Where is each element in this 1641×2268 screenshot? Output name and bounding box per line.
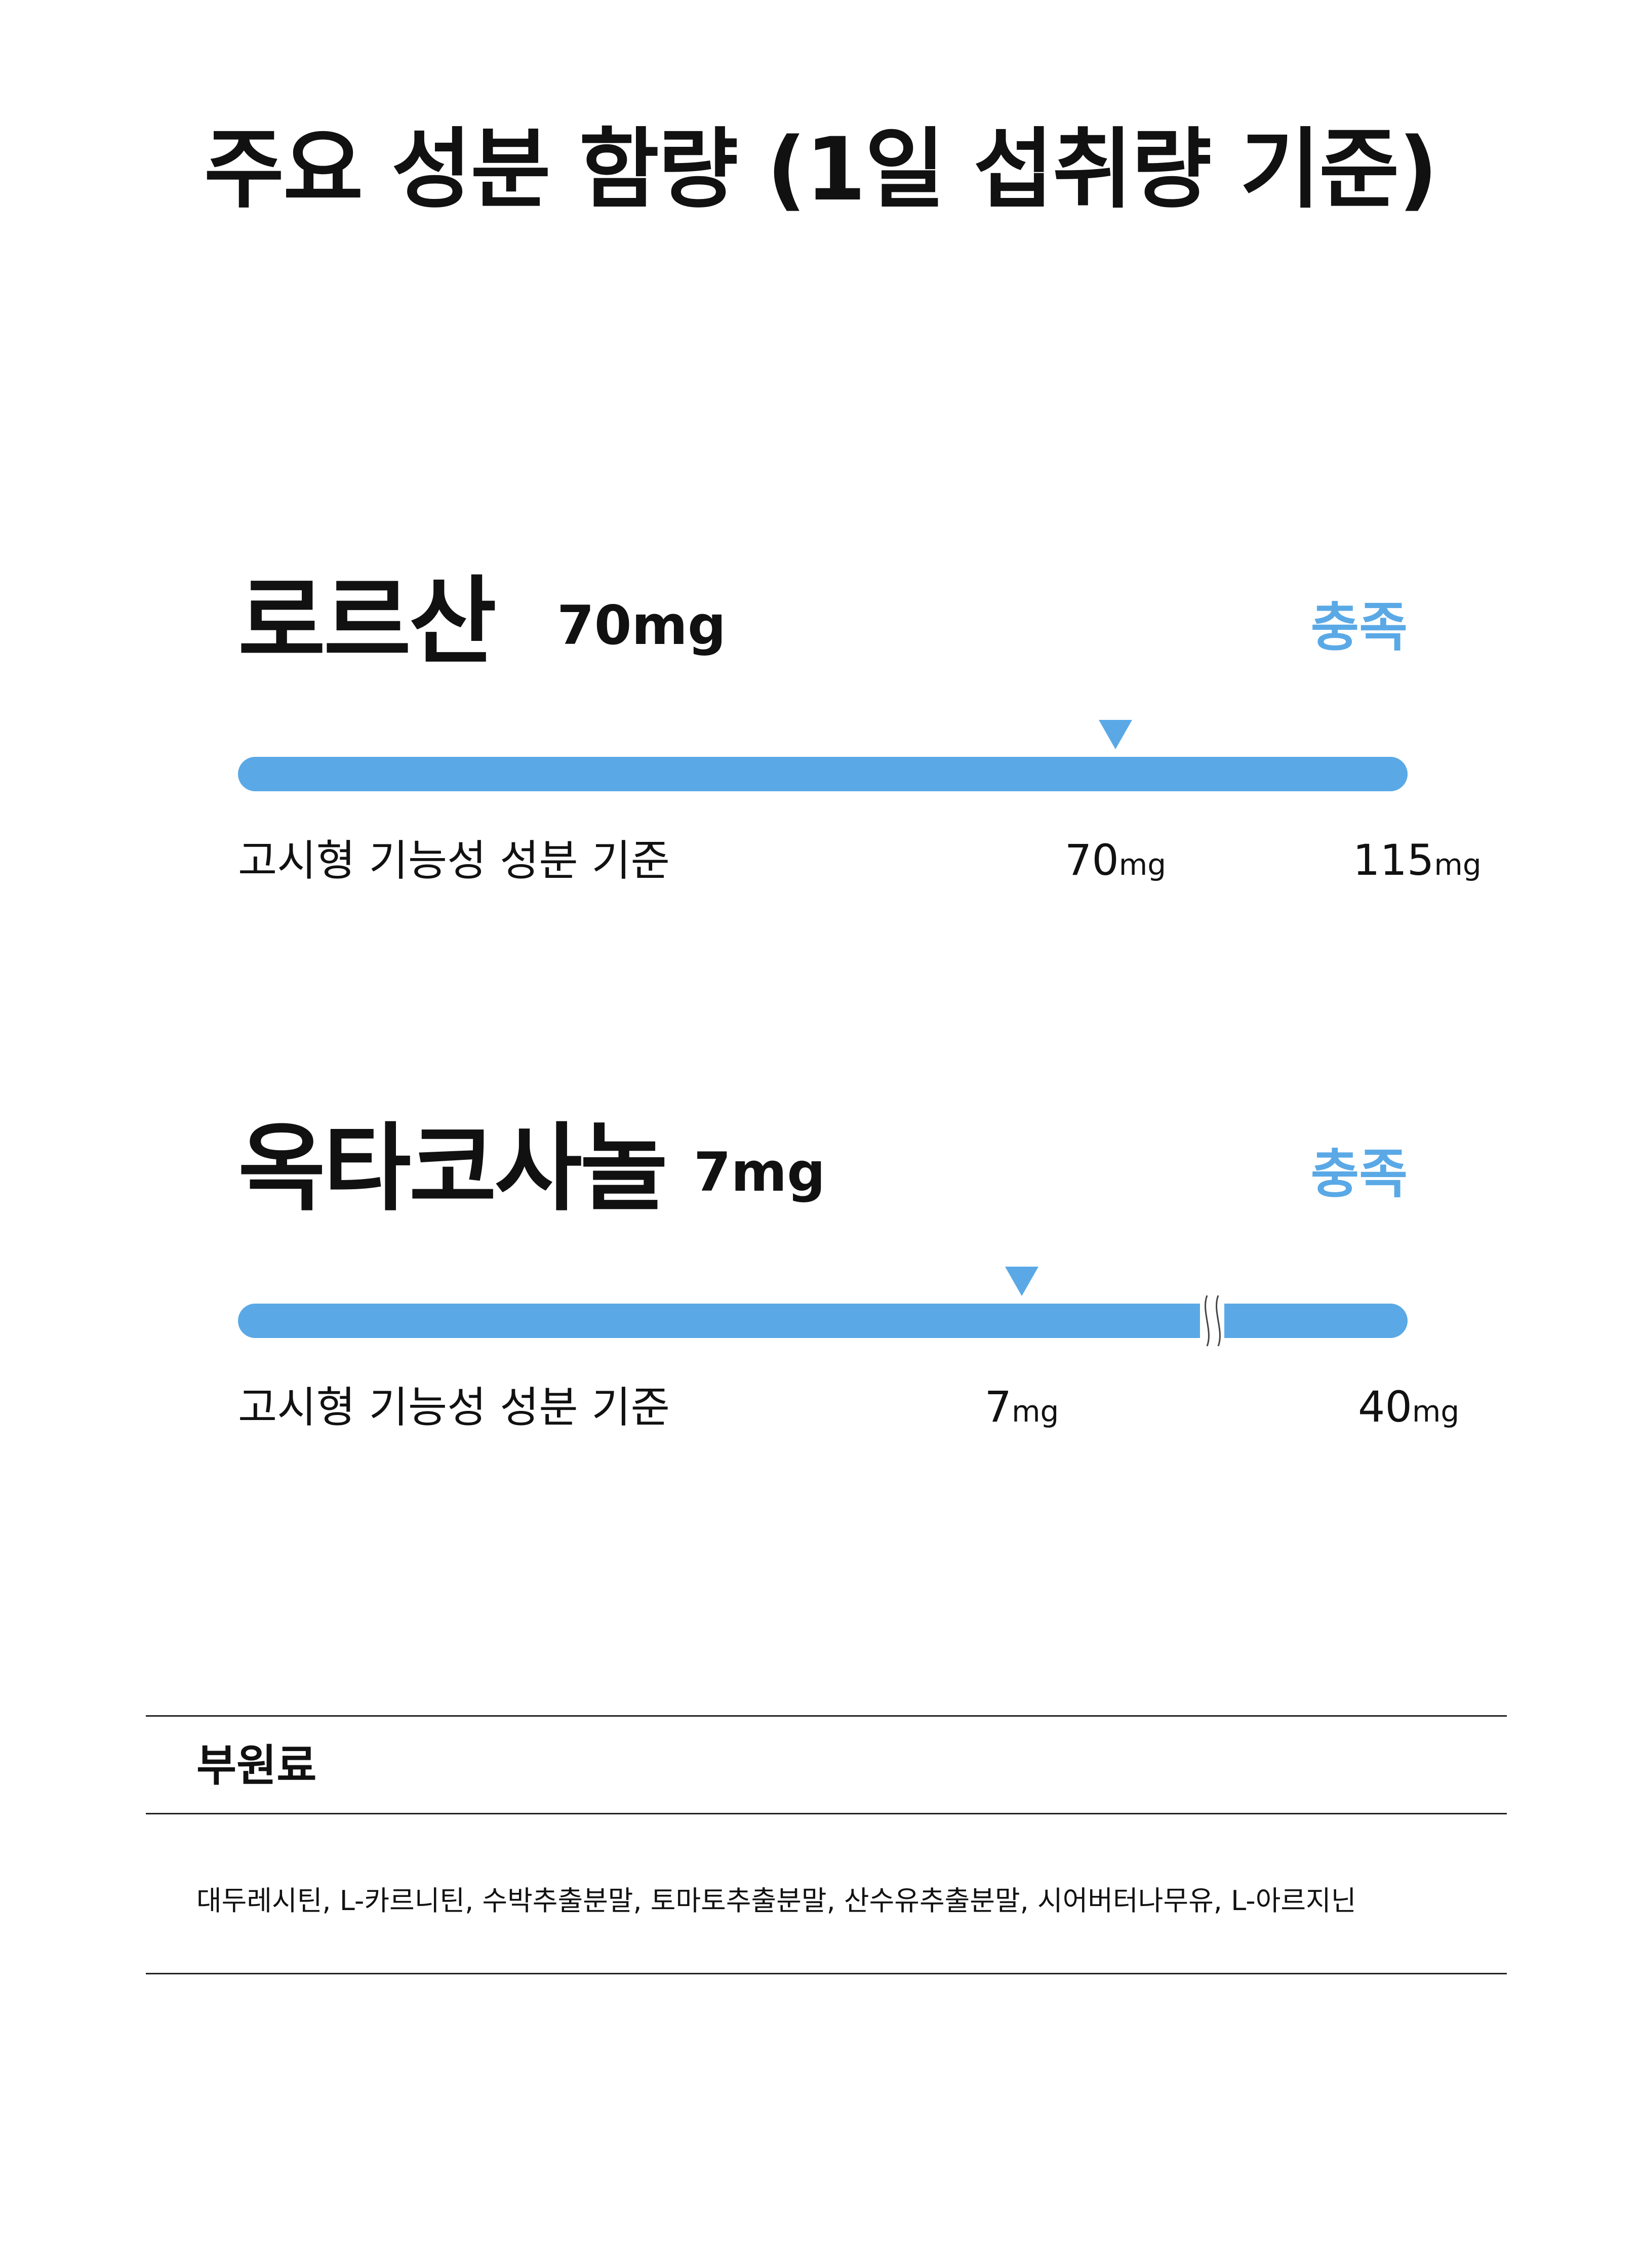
sub-ingredients-title: 부원료 [196,1740,317,1791]
max-value-label: 115mg [1353,835,1482,885]
sub-ingredients-list: 대두레시틴, L-카르니틴, 수박추출분말, 토마토추출분말, 산수유추출분말,… [196,1885,1356,1917]
marker-triangle-icon [1099,720,1132,749]
ingredient-section-octacosanol: 옥타코사놀 7mg 충족 고시형 기능성 성분 기준 7mg 40mg [238,1113,1473,1432]
scale-bar [238,1293,1408,1348]
ingredient-name: 옥타코사놀 [238,1113,668,1224]
status-badge: 충족 [1310,596,1408,658]
scale-bar [238,757,1408,791]
ingredient-name: 로르산 [238,566,497,677]
ingredient-section-lauric-acid: 로르산 70mg 충족 고시형 기능성 성분 기준 70mg 115mg [238,566,1482,885]
axis-break-icon [1200,1293,1224,1348]
divider-middle [146,1813,1507,1814]
ingredient-amount: 70mg [557,594,726,657]
divider-top [146,1715,1507,1717]
page-title: 주요 성분 함량 (1일 섭취량 기준) [204,118,1438,220]
max-value-label: 40mg [1358,1382,1460,1432]
marker-triangle-icon [1005,1267,1038,1296]
standard-value-label: 70mg [1064,835,1167,885]
standard-value-label: 7mg [984,1382,1059,1432]
status-badge: 충족 [1310,1143,1408,1205]
divider-bottom [146,1973,1507,1974]
scale-label: 고시형 기능성 성분 기준 [238,836,670,885]
scale-label: 고시형 기능성 성분 기준 [238,1383,670,1432]
ingredient-amount: 7mg [694,1141,826,1203]
